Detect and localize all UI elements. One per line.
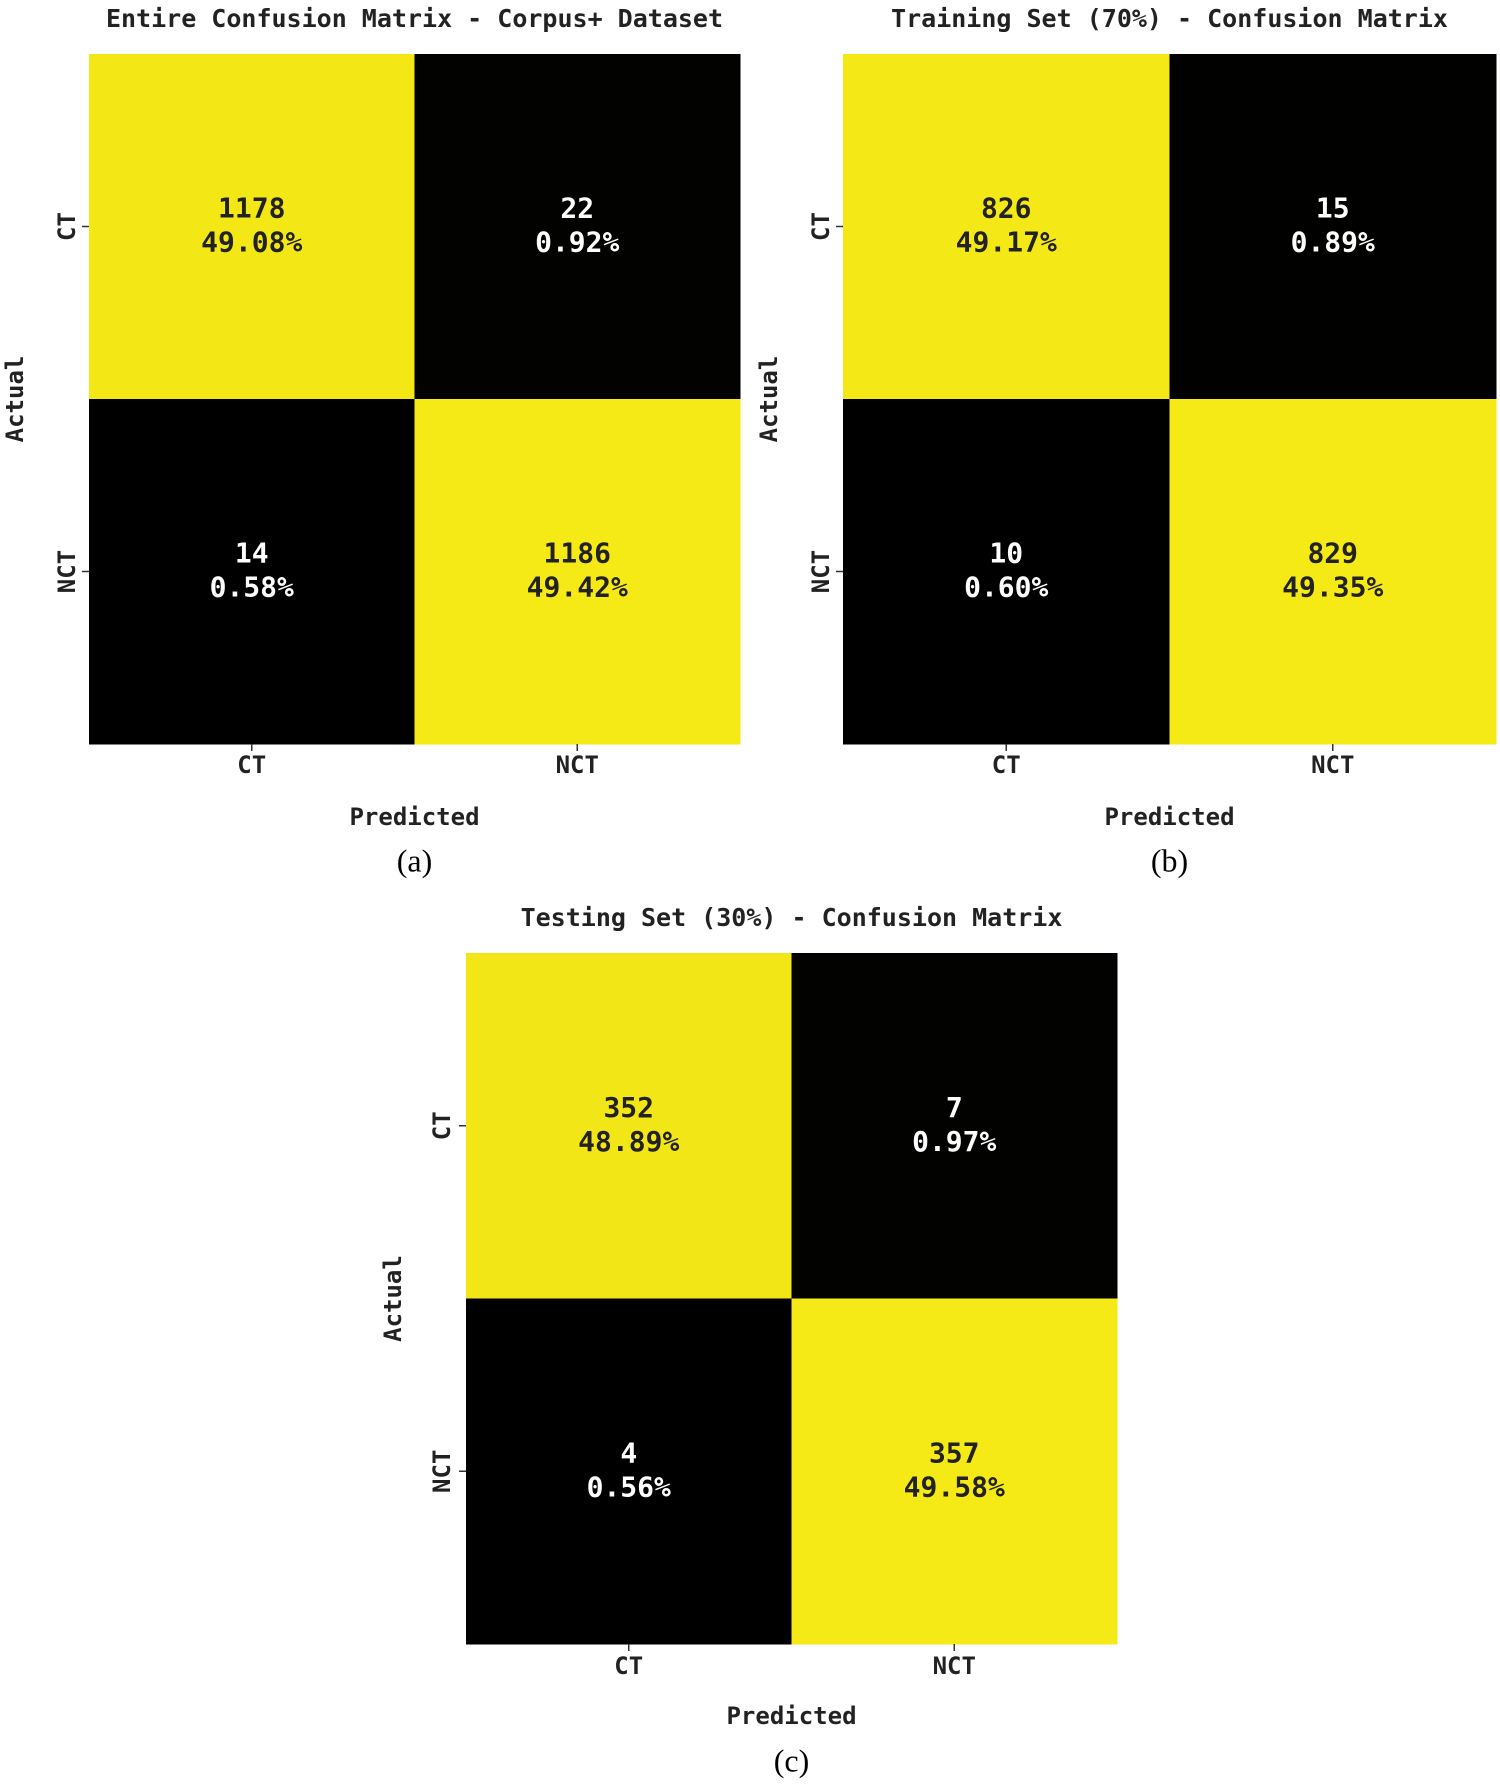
cell-percent: 49.35% [1282, 571, 1383, 604]
heatmap-cell [791, 953, 1118, 1299]
y-axis-label: Actual [379, 1255, 407, 1342]
panel-caption: (b) [1151, 842, 1188, 878]
cell-percent: 49.17% [956, 226, 1057, 259]
x-axis-label: Predicted [349, 803, 479, 831]
cell-count: 352 [603, 1091, 654, 1124]
cell-count: 826 [981, 192, 1032, 225]
cell-count: 10 [989, 537, 1023, 570]
y-axis-label: Actual [1, 356, 29, 443]
heatmap-cell [843, 399, 1170, 745]
cell-count: 7 [946, 1091, 963, 1124]
y-axis-label: Actual [755, 356, 783, 443]
x-tick-label: CT [614, 1652, 643, 1680]
y-tick-label: NCT [807, 550, 835, 593]
x-tick-label: NCT [933, 1652, 976, 1680]
cell-percent: 0.60% [964, 571, 1048, 604]
cell-count: 4 [620, 1436, 637, 1469]
cell-percent: 0.89% [1291, 226, 1375, 259]
heatmap-cell [414, 399, 741, 745]
x-tick-label: CT [237, 751, 266, 779]
cell-percent: 48.89% [578, 1125, 679, 1158]
panel-caption: (c) [774, 1742, 810, 1778]
heatmap-cell [466, 1298, 792, 1645]
chart-title: Entire Confusion Matrix - Corpus+ Datase… [106, 4, 723, 33]
heatmap-cell [89, 399, 415, 745]
heatmap-cell [843, 54, 1170, 400]
cell-percent: 0.56% [587, 1470, 671, 1503]
heatmap-cell [89, 54, 415, 400]
chart-title: Training Set (70%) - Confusion Matrix [891, 4, 1448, 33]
heatmap-cell [414, 54, 741, 400]
cell-count: 829 [1307, 537, 1358, 570]
cell-count: 15 [1316, 192, 1350, 225]
cell-percent: 0.97% [912, 1125, 996, 1158]
x-tick-label: NCT [1311, 751, 1354, 779]
cell-percent: 49.58% [904, 1470, 1005, 1503]
cell-count: 14 [235, 537, 269, 570]
y-tick-label: CT [53, 212, 81, 241]
y-tick-label: CT [807, 212, 835, 241]
cell-count: 22 [560, 192, 594, 225]
cell-percent: 49.42% [527, 571, 628, 604]
cell-count: 1178 [218, 192, 285, 225]
x-tick-label: NCT [556, 751, 599, 779]
y-tick-label: NCT [428, 1450, 456, 1493]
x-axis-label: Predicted [726, 1702, 856, 1730]
x-tick-label: CT [992, 751, 1021, 779]
cell-percent: 0.58% [210, 571, 294, 604]
x-axis-label: Predicted [1104, 803, 1234, 831]
cell-percent: 49.08% [201, 226, 302, 259]
heatmap-cell [1169, 54, 1497, 400]
cell-count: 357 [929, 1436, 980, 1469]
heatmap-cell [791, 1298, 1118, 1645]
heatmap-cell [1169, 399, 1497, 745]
panel-caption: (a) [397, 842, 433, 878]
cell-percent: 0.92% [535, 226, 619, 259]
y-tick-label: CT [428, 1111, 456, 1140]
y-tick-label: NCT [53, 550, 81, 593]
chart-title: Testing Set (30%) - Confusion Matrix [521, 903, 1063, 932]
cell-count: 1186 [544, 537, 611, 570]
heatmap-cell [466, 953, 792, 1299]
